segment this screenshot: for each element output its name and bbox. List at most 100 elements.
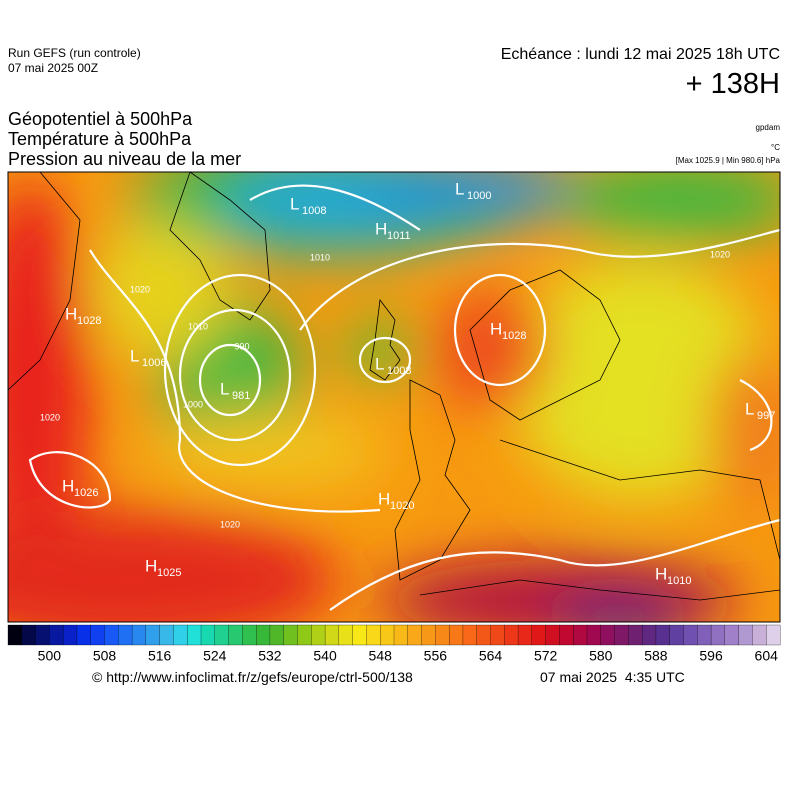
colorbar-swatch [90, 624, 105, 646]
colorbar-swatch [435, 624, 450, 646]
center-pressure: 1025 [157, 567, 181, 579]
center-pressure: 981 [232, 390, 250, 402]
center-kind: L [455, 179, 464, 198]
colorbar-swatch [297, 624, 312, 646]
colorbar-swatch [131, 624, 147, 646]
colorbar-swatch [228, 624, 243, 646]
colorbar-swatch [311, 624, 326, 646]
unit-pressure: [Max 1025.9 | Min 980.6] hPa [675, 156, 780, 165]
center-kind: L [745, 399, 754, 418]
run-label: Run GEFS (run controle) [8, 46, 141, 60]
colorbar-swatch [324, 624, 340, 646]
center-kind: H [378, 489, 390, 508]
center-pressure: 1000 [467, 190, 491, 202]
center-kind: H [490, 319, 502, 338]
center-kind: L [220, 379, 229, 398]
isobar-label: 1010 [188, 321, 208, 331]
center-kind: H [375, 219, 387, 238]
colorbar-swatch [504, 624, 519, 646]
colorbar-swatch [269, 624, 285, 646]
colorbar-swatch [752, 624, 767, 646]
colorbar-label: 604 [755, 648, 779, 664]
colorbar-label: 524 [203, 648, 227, 664]
colorbar-swatch [559, 624, 574, 646]
colorbar-swatch [352, 624, 367, 646]
field [8, 172, 780, 622]
lead-time: + 138H [685, 68, 780, 100]
colorbar-swatch [187, 624, 202, 646]
colorbar-swatch [366, 624, 381, 646]
colorbar-swatch [76, 624, 92, 646]
colorbar-label: 500 [38, 648, 62, 664]
colorbar: 500 508 516 524 532 540 548 556 564 572 580 588 596 6… [7, 624, 781, 664]
colorbar-swatch [462, 624, 478, 646]
center-pressure: 1028 [502, 330, 526, 342]
center-kind: H [145, 556, 157, 575]
center-kind: H [62, 476, 74, 495]
center-pressure: 1028 [77, 315, 101, 327]
unit-celsius: °C [771, 143, 780, 152]
isobar-label: 1020 [220, 519, 240, 529]
title-3: Pression au niveau de la mer [8, 149, 242, 169]
center-kind: H [655, 564, 667, 583]
colorbar-swatch [173, 624, 188, 646]
valid-time: Echéance : lundi 12 mai 2025 18h UTC [500, 46, 780, 63]
colorbar-swatch [159, 624, 174, 646]
unit-gpdam: gpdam [755, 123, 780, 132]
title-2: Température à 500hPa [8, 129, 192, 149]
colorbar-label: 548 [369, 648, 393, 664]
colorbar-swatch [338, 624, 354, 646]
center-kind: L [130, 346, 139, 365]
colorbar-swatch [724, 624, 740, 646]
colorbar-swatch [531, 624, 547, 646]
isobars [28, 184, 780, 611]
colorbar-swatch [145, 624, 161, 646]
colorbar-swatch [7, 624, 23, 646]
center-kind: L [375, 354, 384, 373]
colorbar-swatch [766, 624, 781, 646]
colorbar-swatch [448, 624, 464, 646]
map-frame [7, 171, 781, 623]
colorbar-swatch [614, 624, 629, 646]
center-pressure: 997 [757, 410, 775, 422]
center-pressure: 1010 [667, 575, 691, 587]
colorbar-label: 540 [313, 648, 337, 664]
center-kind: L [290, 194, 299, 213]
colorbar-label: 572 [534, 648, 558, 664]
colorbar-swatch [738, 624, 753, 646]
isobar-label: 1020 [710, 249, 730, 259]
colorbar-label: 516 [148, 648, 172, 664]
center-pressure: 1011 [387, 230, 411, 242]
colorbar-label: 556 [424, 648, 448, 664]
colorbar-swatch [393, 624, 409, 646]
colorbar-swatch [21, 624, 37, 646]
colorbar-swatch [283, 624, 298, 646]
colorbar-swatch [697, 624, 712, 646]
title-1: Géopotentiel à 500hPa [8, 109, 193, 129]
isobar-label: 1000 [183, 399, 203, 409]
colorbar-swatch [255, 624, 271, 646]
colorbar-swatch [710, 624, 726, 646]
source-url: © http://www.infoclimat.fr/z/gefs/europe… [92, 669, 413, 685]
colorbar-swatch [628, 624, 643, 646]
colorbar-swatch [200, 624, 216, 646]
colorbar-swatch [214, 624, 230, 646]
colorbar-swatch [62, 624, 78, 646]
colorbar-label: 588 [644, 648, 668, 664]
center-pressure: 1006 [142, 357, 166, 369]
isobar-label: 1010 [310, 252, 330, 262]
colorbar-label: 508 [93, 648, 117, 664]
colorbar-swatch [545, 624, 560, 646]
isobar-label: 1020 [40, 412, 60, 422]
center-pressure: 1008 [387, 365, 411, 377]
colorbar-swatch [586, 624, 602, 646]
colorbar-label: 564 [479, 648, 503, 664]
center-pressure: 1008 [302, 205, 326, 217]
colorbar-label: 532 [258, 648, 282, 664]
colorbar-swatch [407, 624, 423, 646]
colorbar-swatch [476, 624, 491, 646]
colorbar-swatch [573, 624, 588, 646]
